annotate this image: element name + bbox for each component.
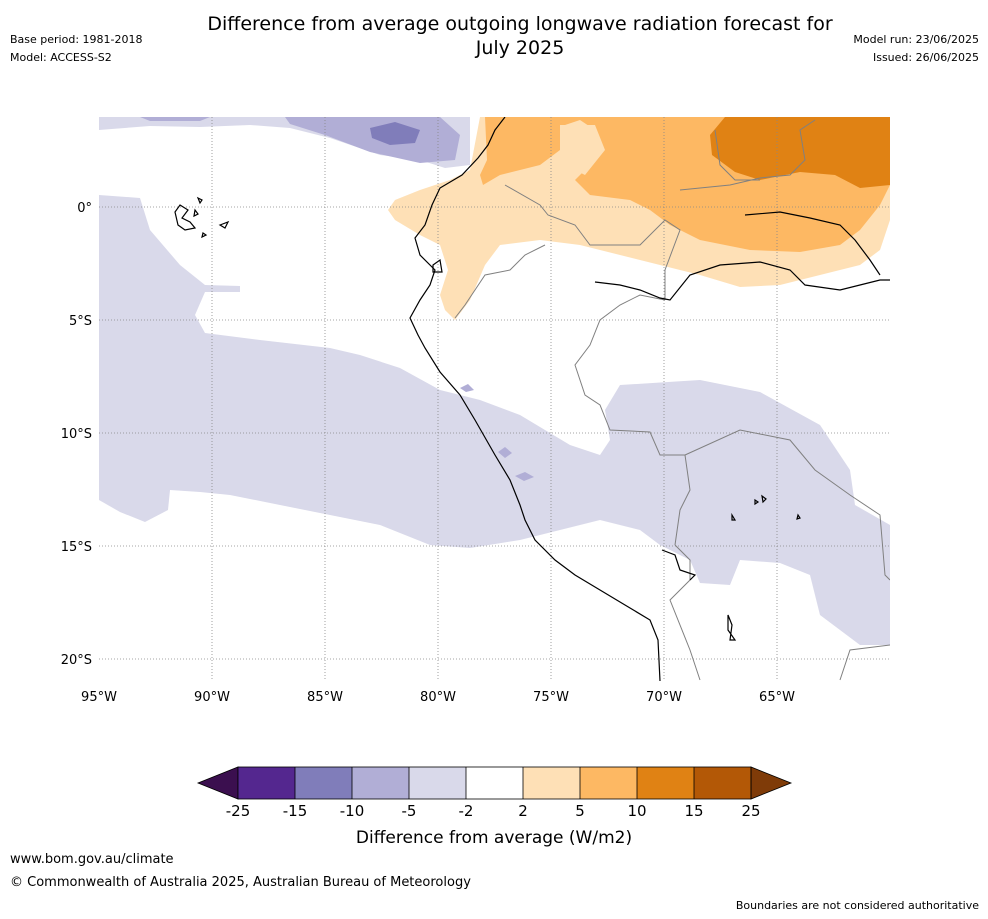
- lat-label: 10°S: [61, 427, 92, 442]
- meta-right: Model run: 23/06/2025 Issued: 26/06/2025: [853, 31, 979, 67]
- graticule: [99, 117, 890, 681]
- lon-label: 80°W: [420, 690, 456, 705]
- colorbar-extend-high: [750, 766, 793, 800]
- lon-labels: 95°W 90°W 85°W 80°W 75°W 70°W 65°W: [81, 690, 795, 705]
- issued-date: Issued: 26/06/2025: [872, 51, 979, 64]
- model-run: Model run: 23/06/2025: [853, 33, 979, 46]
- footer-disclaimer: Boundaries are not considered authoritat…: [735, 899, 979, 912]
- lat-label: 0°: [77, 201, 92, 216]
- colorbar-extend-low: [196, 766, 239, 800]
- colorbar-tick: -15: [283, 802, 308, 820]
- colorbar-segment: [580, 767, 637, 799]
- lon-label: 70°W: [646, 690, 682, 705]
- colorbar-tick: -5: [402, 802, 417, 820]
- colorbar-tick: -10: [340, 802, 365, 820]
- colorbar-tick: -2: [459, 802, 474, 820]
- neg-anomaly-south: [99, 195, 890, 645]
- colorbar-segment: [409, 767, 466, 799]
- colorbar-segment: [466, 767, 523, 799]
- footer-copyright: © Commonwealth of Australia 2025, Austra…: [10, 875, 471, 890]
- lat-label: 15°S: [61, 540, 92, 555]
- lon-label: 85°W: [307, 690, 343, 705]
- country-borders: [454, 119, 890, 681]
- lon-label: 90°W: [194, 690, 230, 705]
- colorbar-segment: [295, 767, 352, 799]
- colorbar-tick: 2: [518, 802, 528, 820]
- model-name: Model: ACCESS-S2: [10, 51, 112, 64]
- lat-label: 20°S: [61, 653, 92, 668]
- colorbar-segment: [352, 767, 409, 799]
- colorbar-tick: 25: [741, 802, 760, 820]
- colorbar-segment: [238, 767, 295, 799]
- lat-labels: 0° 5°S 10°S 15°S 20°S: [61, 201, 92, 668]
- colorbar-tick: -25: [226, 802, 251, 820]
- colorbar-tick: 10: [627, 802, 646, 820]
- colorbar-segment: [694, 767, 751, 799]
- coastlines: [174, 117, 890, 681]
- lat-label: 5°S: [69, 314, 92, 329]
- colorbar-tick: 5: [575, 802, 585, 820]
- title-line-1: Difference from average outgoing longwav…: [207, 13, 833, 35]
- lon-label: 65°W: [759, 690, 795, 705]
- lon-label: 75°W: [533, 690, 569, 705]
- meta-left: Base period: 1981-2018 Model: ACCESS-S2: [10, 31, 142, 67]
- colorbar-segment: [637, 767, 694, 799]
- pos-anomaly-strong: [710, 117, 890, 188]
- map-title: Difference from average outgoing longwav…: [150, 12, 890, 60]
- base-period: Base period: 1981-2018: [10, 33, 143, 46]
- title-line-2: July 2025: [475, 37, 565, 59]
- footer-url[interactable]: www.bom.gov.au/climate: [10, 852, 174, 867]
- colorbar-tick: 15: [684, 802, 703, 820]
- colorbar-segment: [523, 767, 580, 799]
- colorbar-label: Difference from average (W/m2): [356, 828, 632, 848]
- colorbar: -25 -15 -10 -5 -2 2 5 10 15 25 Differenc…: [196, 766, 793, 848]
- lon-label: 95°W: [81, 690, 117, 705]
- anomaly-field: [99, 117, 890, 681]
